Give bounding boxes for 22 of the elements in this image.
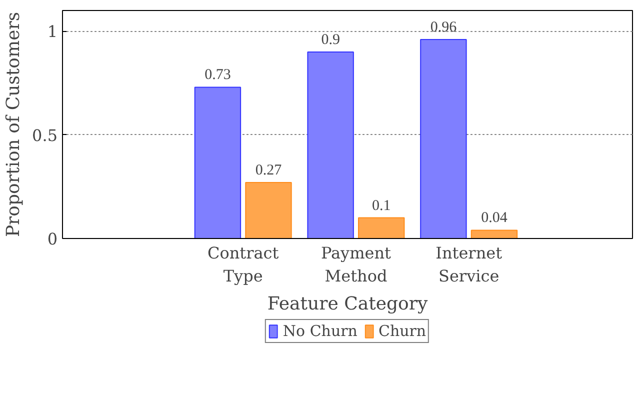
legend-label: Churn: [378, 322, 426, 340]
bar: [470, 230, 518, 238]
y-axis-title: Proportion of Customers: [3, 12, 24, 238]
y-tick-label: 0.5: [32, 126, 58, 145]
y-tick-label: 0: [47, 230, 58, 248]
x-tick-label: Internet Service: [436, 244, 503, 286]
bar: [245, 182, 292, 238]
data-label: 0.73: [204, 67, 231, 84]
bar: [358, 217, 405, 238]
x-axis-title: Feature Category: [267, 293, 428, 314]
data-label: 0.1: [372, 198, 391, 214]
data-label: 0.9: [321, 32, 340, 48]
legend-label: No Churn: [282, 322, 358, 340]
bar: [307, 51, 354, 238]
x-tick-label: Contract Type: [208, 244, 280, 286]
data-label: 0.27: [255, 162, 282, 179]
x-tick-label: Payment Method: [320, 244, 392, 286]
data-label: 0.96: [430, 20, 458, 36]
data-label: 0.04: [481, 210, 508, 226]
bar: [420, 39, 467, 238]
bar: [194, 86, 242, 238]
y-tick-label: 1: [47, 22, 58, 42]
